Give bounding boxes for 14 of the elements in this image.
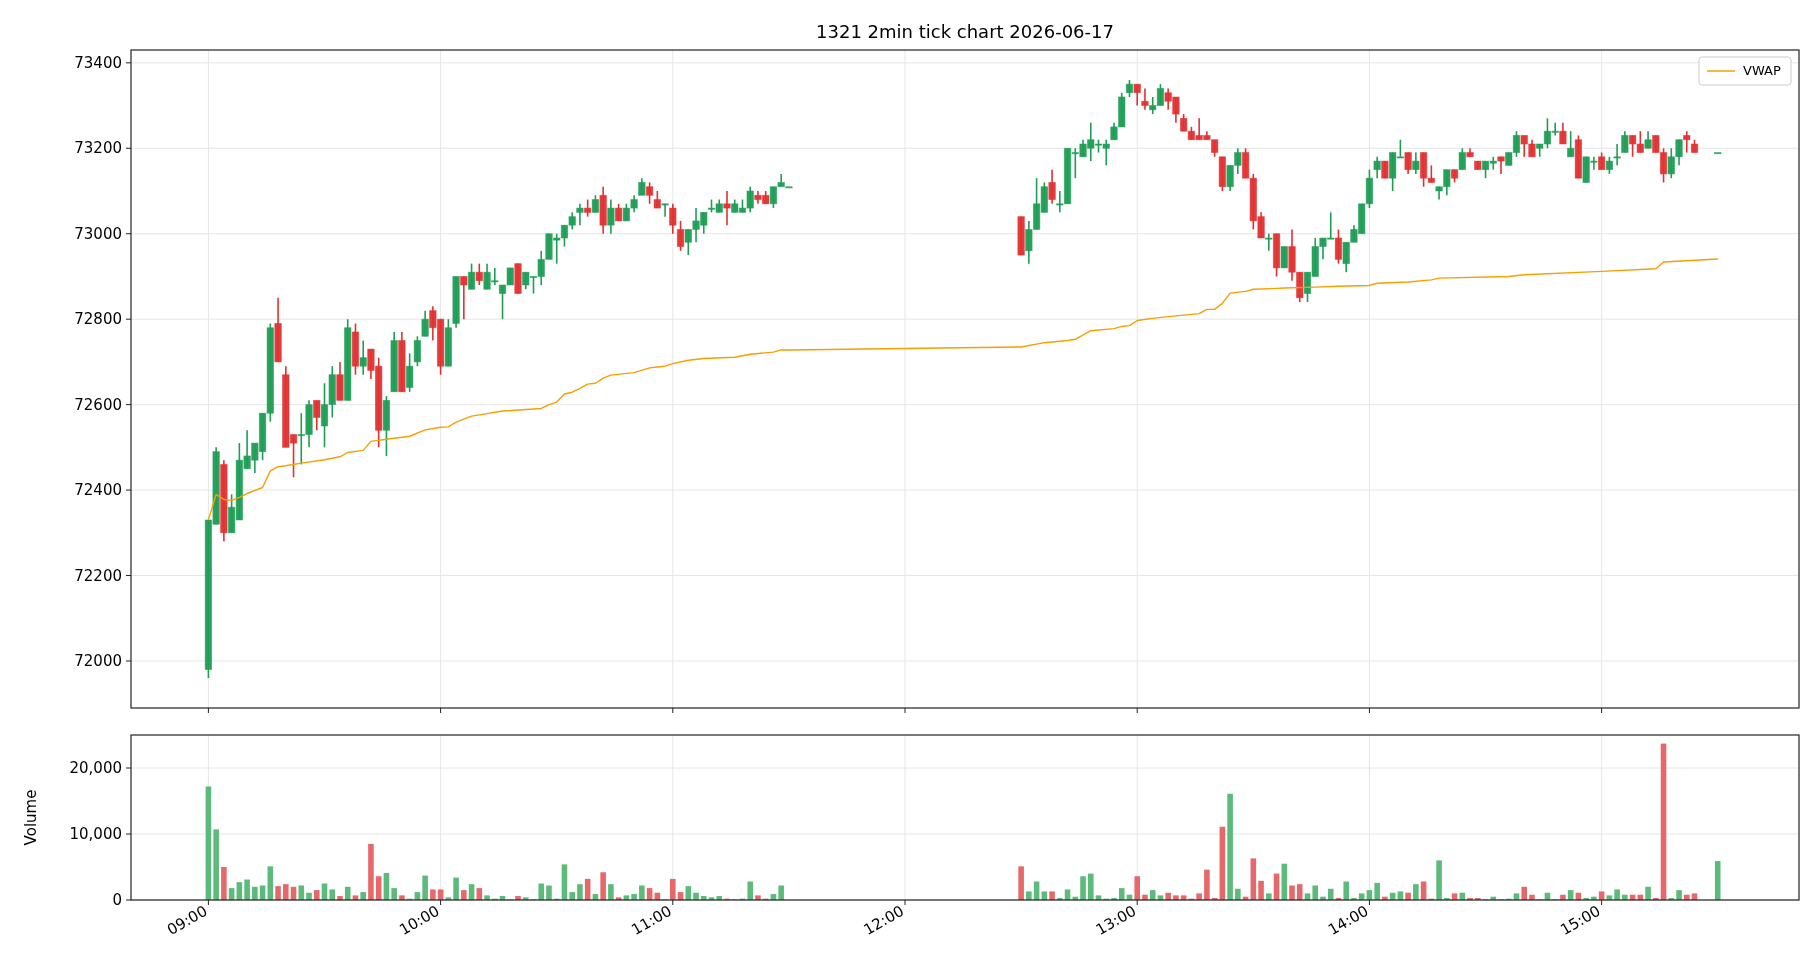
y-axis-title: Volume <box>22 789 40 846</box>
y-tick-label: 20,000 <box>69 759 122 777</box>
y-tick-label: 73400 <box>74 53 122 72</box>
y-tick-label: 0 <box>112 891 122 909</box>
y-tick-label: 10,000 <box>69 825 122 843</box>
y-tick-label: 72400 <box>74 481 122 500</box>
legend-label: VWAP <box>1743 63 1781 78</box>
y-tick-label: 72800 <box>74 310 122 329</box>
y-tick-label: 72600 <box>74 395 122 414</box>
y-tick-label: 72200 <box>74 566 122 585</box>
y-tick-label: 73000 <box>74 224 122 243</box>
chart-title: 1321 2min tick chart 2026-06-17 <box>816 21 1114 42</box>
y-tick-label: 73200 <box>74 139 122 158</box>
y-tick-label: 72000 <box>74 652 122 670</box>
